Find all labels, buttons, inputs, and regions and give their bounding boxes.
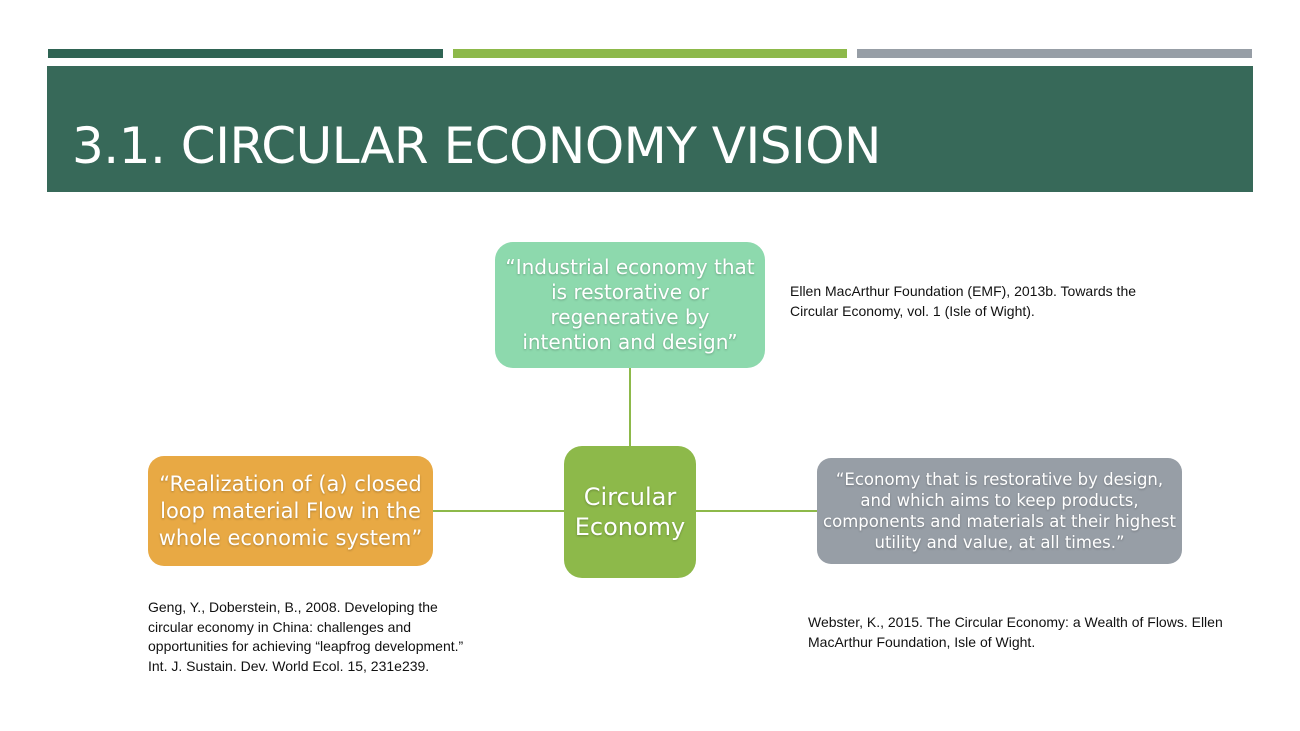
accent-bar-dark-green <box>48 49 443 58</box>
node-circular-economy: Circular Economy <box>564 446 696 578</box>
node-closed-loop: “Realization of (a) closed loop material… <box>148 456 433 566</box>
node-industrial-economy: “Industrial economy that is restorative … <box>495 242 765 368</box>
node-right-label: “Economy that is restorative by design, … <box>823 470 1176 552</box>
citation-emf: Ellen MacArthur Foundation (EMF), 2013b.… <box>790 283 1137 319</box>
accent-bar-gray <box>857 49 1252 58</box>
citation-webster: Webster, K., 2015. The Circular Economy:… <box>808 614 1223 650</box>
node-top-label: “Industrial economy that is restorative … <box>505 255 755 354</box>
node-restorative-by-design: “Economy that is restorative by design, … <box>817 458 1182 564</box>
node-left-label: “Realization of (a) closed loop material… <box>158 471 423 550</box>
node-center-label: Circular Economy <box>574 483 686 541</box>
citation-geng: Geng, Y., Doberstein, B., 2008. Developi… <box>148 599 464 674</box>
title-band: 3.1. CIRCULAR ECONOMY VISION <box>47 66 1253 192</box>
slide-title: 3.1. CIRCULAR ECONOMY VISION <box>72 117 881 175</box>
accent-bar-light-green <box>453 49 847 58</box>
